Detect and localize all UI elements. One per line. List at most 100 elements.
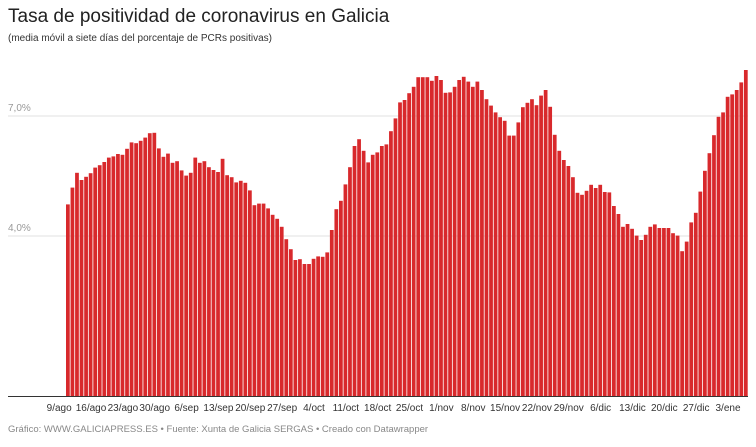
bar xyxy=(270,214,275,396)
bar xyxy=(370,154,375,396)
bar xyxy=(207,167,211,396)
x-tick-label: 27/dic xyxy=(683,403,710,414)
bar xyxy=(666,228,671,396)
bar xyxy=(703,170,707,396)
x-tick-label: 20/dic xyxy=(651,403,678,414)
bar xyxy=(543,90,548,396)
bar xyxy=(484,99,489,396)
bar xyxy=(334,209,339,396)
x-tick-label: 11/oct xyxy=(333,403,360,414)
bar xyxy=(84,176,88,396)
bar xyxy=(425,77,430,396)
bar xyxy=(470,86,475,397)
bar xyxy=(502,120,507,397)
bar xyxy=(630,228,634,396)
bar xyxy=(152,132,157,397)
bar xyxy=(202,161,207,396)
bar xyxy=(375,152,380,396)
bar xyxy=(593,188,598,396)
bar xyxy=(348,167,352,396)
bar xyxy=(575,192,580,396)
bar xyxy=(93,167,98,396)
bar xyxy=(266,208,270,396)
bar xyxy=(466,81,471,396)
bar xyxy=(612,206,616,396)
x-tick-label: 13/sep xyxy=(203,403,233,414)
bar xyxy=(689,222,694,396)
x-tick-label: 6/sep xyxy=(174,403,199,414)
bar xyxy=(430,80,434,397)
bar xyxy=(625,224,630,396)
bar xyxy=(220,158,225,396)
bar xyxy=(157,148,161,396)
chart-footer: Gráfico: WWW.GALICIAPRESS.ES • Fuente: X… xyxy=(8,424,429,435)
bar xyxy=(452,86,457,397)
bar xyxy=(461,76,466,397)
bar xyxy=(70,187,75,396)
bar xyxy=(448,92,452,397)
bar xyxy=(734,90,739,396)
bar xyxy=(293,260,298,396)
bar xyxy=(743,70,748,396)
bar xyxy=(693,212,698,396)
bar xyxy=(561,160,566,396)
bar xyxy=(712,135,716,396)
bar xyxy=(511,135,516,396)
bar xyxy=(170,162,175,396)
bar xyxy=(248,190,252,396)
bar xyxy=(393,118,398,397)
bar xyxy=(675,235,680,396)
bar xyxy=(102,162,107,396)
bar xyxy=(79,180,84,396)
bar xyxy=(125,148,129,396)
y-tick-label: 4,0% xyxy=(8,223,31,234)
bar xyxy=(443,92,448,397)
bar xyxy=(534,105,539,396)
bar xyxy=(211,170,216,396)
bar xyxy=(116,154,120,396)
bar xyxy=(439,80,443,396)
bar xyxy=(566,166,571,396)
bar xyxy=(366,162,371,396)
bar xyxy=(680,251,684,396)
bar xyxy=(548,106,553,397)
bar xyxy=(320,256,325,396)
x-tick-label: 29/nov xyxy=(554,403,584,414)
bar xyxy=(88,173,93,396)
x-tick-label: 4/oct xyxy=(303,403,325,414)
bar xyxy=(684,241,689,396)
bar xyxy=(598,184,603,396)
bar xyxy=(257,203,261,396)
x-tick-label: 9/ago xyxy=(47,403,72,414)
bar xyxy=(411,86,416,397)
bar xyxy=(616,214,621,396)
bar xyxy=(216,172,220,396)
bar xyxy=(311,258,316,396)
bar xyxy=(229,177,234,396)
bar xyxy=(66,204,70,396)
bar xyxy=(389,131,393,396)
bar xyxy=(316,256,320,396)
bar xyxy=(571,177,575,396)
bar xyxy=(643,234,648,396)
bar xyxy=(384,144,389,396)
bar xyxy=(580,194,584,396)
bar xyxy=(539,95,543,396)
bar xyxy=(302,264,307,396)
bar xyxy=(498,117,502,396)
bar xyxy=(238,180,243,396)
bar xyxy=(279,226,284,396)
bar xyxy=(307,264,311,396)
bar xyxy=(252,205,257,396)
x-tick-label: 8/nov xyxy=(461,403,485,414)
bar xyxy=(161,156,166,396)
chart-subtitle: (media móvil a siete días del porcentaje… xyxy=(8,33,273,44)
x-tick-label: 20/sep xyxy=(235,403,265,414)
bar xyxy=(188,172,193,396)
bar xyxy=(234,182,239,396)
bar xyxy=(662,228,666,396)
bar xyxy=(325,252,330,396)
bar xyxy=(707,153,712,396)
bar xyxy=(507,135,512,396)
bar xyxy=(721,112,725,397)
